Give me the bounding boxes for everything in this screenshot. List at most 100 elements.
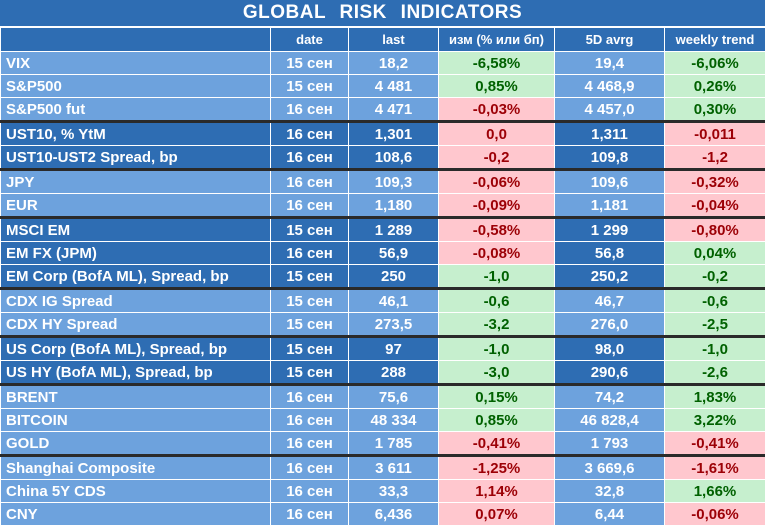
table-row: EUR 16 сен 1,180 -0,09% 1,181 -0,04% — [0, 193, 765, 218]
table-row: GOLD 16 сен 1 785 -0,41% 1 793 -0,41% — [0, 431, 765, 456]
indicators-table: date last изм (% или бп) 5D avrg weekly … — [0, 27, 765, 526]
indicator-name: China 5Y CDS — [0, 479, 271, 503]
indicator-weekly-trend: -1,61% — [664, 454, 765, 480]
indicator-change: 0,07% — [438, 502, 555, 526]
indicator-name: CDX IG Spread — [0, 287, 271, 313]
indicator-name: S&P500 — [0, 74, 271, 98]
table-row: UST10-UST2 Spread, bp 16 сен 108,6 -0,2 109,… — [0, 145, 765, 170]
indicator-last: 33,3 — [348, 479, 439, 503]
indicator-last: 1 785 — [348, 431, 439, 456]
indicator-name: US HY (BofA ML), Spread, bp — [0, 360, 271, 385]
indicator-name: BITCOIN — [0, 408, 271, 432]
indicator-date: 16 сен — [270, 431, 349, 456]
indicator-date: 16 сен — [270, 241, 349, 265]
indicator-last: 250 — [348, 264, 439, 289]
indicator-last: 1,301 — [348, 120, 439, 146]
indicator-date: 16 сен — [270, 383, 349, 409]
table-row: S&P500 fut 16 сен 4 471 -0,03% 4 457,0 0,30% — [0, 97, 765, 122]
indicator-last: 288 — [348, 360, 439, 385]
indicator-last: 48 334 — [348, 408, 439, 432]
indicator-change: -1,0 — [438, 264, 555, 289]
indicator-date: 15 сен — [270, 287, 349, 313]
indicator-weekly-trend: -1,2 — [664, 145, 765, 170]
indicator-change: 0,0 — [438, 120, 555, 146]
indicator-last: 273,5 — [348, 312, 439, 337]
indicator-change: -3,0 — [438, 360, 555, 385]
indicator-5d-average: 98,0 — [554, 335, 665, 361]
indicator-5d-average: 4 457,0 — [554, 97, 665, 122]
indicator-date: 16 сен — [270, 97, 349, 122]
table-row: EM FX (JPM) 16 сен 56,9 -0,08% 56,8 0,04% — [0, 241, 765, 265]
indicator-change: -0,09% — [438, 193, 555, 218]
indicator-date: 16 сен — [270, 168, 349, 194]
indicator-change: 1,14% — [438, 479, 555, 503]
indicator-5d-average: 19,4 — [554, 51, 665, 75]
indicator-5d-average: 56,8 — [554, 241, 665, 265]
indicator-5d-average: 250,2 — [554, 264, 665, 289]
indicator-date: 16 сен — [270, 145, 349, 170]
indicator-name: MSCI EM — [0, 216, 271, 242]
indicator-weekly-trend: 0,04% — [664, 241, 765, 265]
indicator-last: 109,3 — [348, 168, 439, 194]
indicator-last: 4 481 — [348, 74, 439, 98]
indicator-name: Shanghai Composite — [0, 454, 271, 480]
indicator-name: JPY — [0, 168, 271, 194]
indicator-weekly-trend: -0,06% — [664, 502, 765, 526]
indicator-change: -1,0 — [438, 335, 555, 361]
table-row: JPY 16 сен 109,3 -0,06% 109,6 -0,32% — [0, 168, 765, 194]
indicator-5d-average: 4 468,9 — [554, 74, 665, 98]
indicator-last: 75,6 — [348, 383, 439, 409]
column-header-change: изм (% или бп) — [438, 27, 555, 52]
indicator-name: CDX HY Spread — [0, 312, 271, 337]
indicator-date: 16 сен — [270, 479, 349, 503]
indicator-last: 4 471 — [348, 97, 439, 122]
indicator-date: 15 сен — [270, 335, 349, 361]
indicator-name: CNY — [0, 502, 271, 526]
table-row: BRENT 16 сен 75,6 0,15% 74,2 1,83% — [0, 383, 765, 409]
indicator-change: 0,85% — [438, 408, 555, 432]
column-header-5d-average: 5D avrg — [554, 27, 665, 52]
column-header-last: last — [348, 27, 439, 52]
indicator-date: 15 сен — [270, 51, 349, 75]
indicator-weekly-trend: -0,2 — [664, 264, 765, 289]
indicator-weekly-trend: -0,011 — [664, 120, 765, 146]
indicator-date: 15 сен — [270, 74, 349, 98]
indicator-date: 15 сен — [270, 360, 349, 385]
indicator-5d-average: 6,44 — [554, 502, 665, 526]
table-row: VIX 15 сен 18,2 -6,58% 19,4 -6,06% — [0, 51, 765, 75]
indicators-body: VIX 15 сен 18,2 -6,58% 19,4 -6,06% S&P500 15 се… — [0, 51, 765, 526]
indicator-name: BRENT — [0, 383, 271, 409]
indicator-last: 1 289 — [348, 216, 439, 242]
indicator-change: -0,2 — [438, 145, 555, 170]
indicator-weekly-trend: 1,66% — [664, 479, 765, 503]
indicator-name: UST10, % YtM — [0, 120, 271, 146]
indicator-date: 16 сен — [270, 408, 349, 432]
header-row: date last изм (% или бп) 5D avrg weekly … — [0, 27, 765, 52]
table-row: EM Corp (BofA ML), Spread, bp 15 сен 250 -1… — [0, 264, 765, 289]
indicator-weekly-trend: -0,41% — [664, 431, 765, 456]
indicator-last: 97 — [348, 335, 439, 361]
indicator-name: VIX — [0, 51, 271, 75]
indicator-change: -0,03% — [438, 97, 555, 122]
indicator-last: 3 611 — [348, 454, 439, 480]
indicator-weekly-trend: 0,26% — [664, 74, 765, 98]
indicator-5d-average: 74,2 — [554, 383, 665, 409]
indicator-change: -6,58% — [438, 51, 555, 75]
indicator-name: EUR — [0, 193, 271, 218]
indicator-5d-average: 3 669,6 — [554, 454, 665, 480]
indicator-5d-average: 1,181 — [554, 193, 665, 218]
indicator-name: UST10-UST2 Spread, bp — [0, 145, 271, 170]
indicator-5d-average: 32,8 — [554, 479, 665, 503]
indicator-change: 0,15% — [438, 383, 555, 409]
indicator-change: -0,41% — [438, 431, 555, 456]
indicator-change: -1,25% — [438, 454, 555, 480]
indicator-change: -3,2 — [438, 312, 555, 337]
table-row: CDX IG Spread 15 сен 46,1 -0,6 46,7 -0,6 — [0, 287, 765, 313]
indicator-name: US Corp (BofA ML), Spread, bp — [0, 335, 271, 361]
indicator-5d-average: 109,8 — [554, 145, 665, 170]
indicator-date: 16 сен — [270, 502, 349, 526]
indicator-5d-average: 1,311 — [554, 120, 665, 146]
indicator-date: 15 сен — [270, 312, 349, 337]
indicator-weekly-trend: -2,6 — [664, 360, 765, 385]
